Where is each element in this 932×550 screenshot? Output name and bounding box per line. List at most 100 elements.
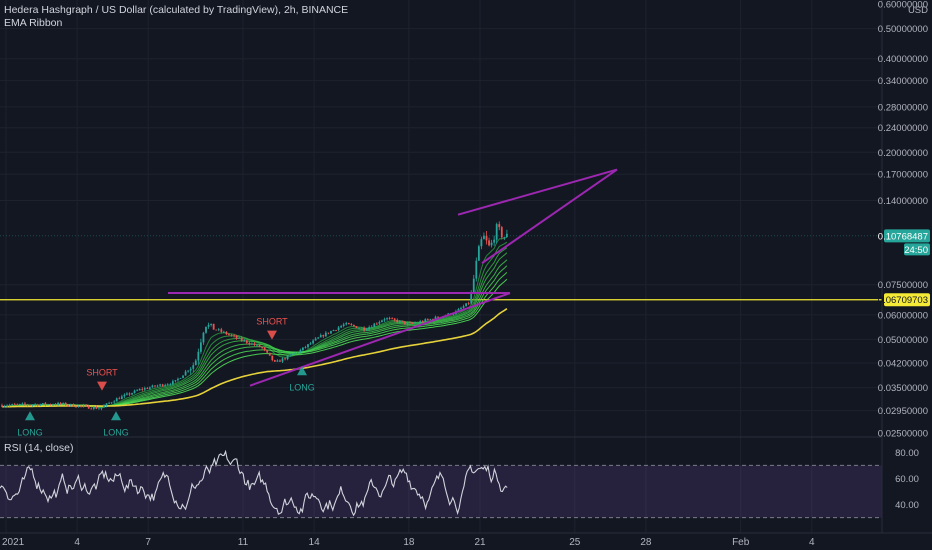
candle-body <box>345 323 348 325</box>
candle-body <box>47 404 49 405</box>
candle-body <box>82 405 85 407</box>
trendline[interactable] <box>457 168 618 216</box>
horizontal-line-label: 0.06709703 <box>878 293 930 307</box>
candle-body <box>1 405 3 407</box>
trendline[interactable] <box>481 168 618 264</box>
candle-body <box>378 322 381 324</box>
candle-body <box>230 334 233 336</box>
candle-body <box>92 406 95 409</box>
candle-body <box>113 401 116 403</box>
ema-ribbon-line <box>1 241 508 408</box>
trendlines[interactable] <box>168 168 618 387</box>
candle-body <box>406 322 409 324</box>
candle-body <box>156 385 159 387</box>
price-tick-label: 0.20000000 <box>878 148 928 159</box>
trendline[interactable] <box>249 292 511 387</box>
price-tick-label: 0.50000000 <box>878 24 928 35</box>
long-signal-arrow <box>111 411 121 421</box>
candle-body <box>217 329 220 331</box>
candle-body <box>266 349 269 353</box>
rsi-tick-label: 40.00 <box>895 500 919 511</box>
price-scale[interactable] <box>882 0 932 533</box>
ema-ribbon <box>1 236 508 409</box>
candle-body <box>299 350 302 353</box>
candle-body <box>342 324 345 327</box>
candle-body <box>286 355 289 360</box>
candle-body <box>69 404 72 406</box>
candle-body <box>391 318 394 320</box>
candle-body <box>273 360 276 362</box>
time-tick-label: 11 <box>238 537 249 548</box>
time-tick-label: 7 <box>145 537 151 548</box>
indicator-label: EMA Ribbon <box>4 17 63 29</box>
candle-body <box>44 403 47 405</box>
candle-body <box>87 405 90 409</box>
svg-text:24:50: 24:50 <box>904 245 928 256</box>
candle-body <box>370 326 373 328</box>
candle-body <box>59 402 62 404</box>
candle-body <box>386 318 388 320</box>
candle-body <box>235 335 238 339</box>
currency-label: USD <box>908 5 928 16</box>
candle-body <box>304 347 307 348</box>
candle-body <box>398 320 401 323</box>
candle-body <box>424 319 427 322</box>
candle-body <box>184 371 187 376</box>
rsi-line <box>0 449 508 517</box>
grid-lines <box>0 0 882 533</box>
candle-body <box>358 328 360 329</box>
candle-body <box>161 384 164 387</box>
candle-body <box>118 398 121 400</box>
candle-body <box>307 344 309 348</box>
candle-body <box>21 403 24 405</box>
time-axis-ticks[interactable]: 2021 4 7 11 14 18 21 25 28 Feb 4 <box>2 537 815 548</box>
candle-body <box>159 384 161 386</box>
candle-body <box>39 404 42 406</box>
short-signal-arrow <box>267 330 277 340</box>
candle-body <box>64 403 67 406</box>
candle-body <box>263 347 266 350</box>
candle-body <box>13 404 16 405</box>
chart-title: Hedera Hashgraph / US Dollar (calculated… <box>4 4 348 16</box>
candle-body <box>151 385 154 388</box>
candle-body <box>57 402 59 405</box>
candle-body <box>289 354 292 356</box>
price-tick-label: 0.17000000 <box>878 170 928 181</box>
rsi-scale-ticks: 80.00 60.00 40.00 <box>895 448 919 511</box>
candle-body <box>16 404 19 406</box>
candle-body <box>67 405 70 407</box>
price-scale-ticks: 0.60000000 0.50000000 0.40000000 0.34000000… <box>878 0 928 440</box>
price-tick-label: 0.03500000 <box>878 383 928 394</box>
candle-body <box>470 292 473 304</box>
candle-body <box>98 408 100 410</box>
candle-body <box>279 360 281 362</box>
candle-body <box>411 323 414 324</box>
candle-body <box>126 393 128 395</box>
candle-body <box>404 321 406 324</box>
candle-body <box>177 378 179 381</box>
candle-body <box>8 404 11 406</box>
candle-body <box>149 387 151 389</box>
signal-markers: LONG SHORT LONG SHORT LONG <box>17 317 315 438</box>
candle-body <box>52 404 54 406</box>
candle-body <box>322 335 325 337</box>
candle-body <box>3 406 6 407</box>
candle-body <box>72 404 75 407</box>
candle-body <box>253 343 256 346</box>
candle-body <box>337 327 340 331</box>
candle-body <box>347 323 350 325</box>
candle-body <box>483 235 485 240</box>
price-tick-label: 0.34000000 <box>878 76 928 87</box>
time-tick-label: Feb <box>732 537 750 548</box>
candle-body <box>41 403 44 405</box>
candle-body <box>488 240 490 246</box>
candle-body <box>141 388 144 390</box>
price-tick-label: 0.40000000 <box>878 54 928 65</box>
candle-body <box>462 306 465 308</box>
candle-body <box>220 329 223 332</box>
candle-body <box>393 318 396 320</box>
candle-body <box>228 334 230 336</box>
time-tick-label: 28 <box>640 537 652 548</box>
candle-body <box>123 394 126 397</box>
